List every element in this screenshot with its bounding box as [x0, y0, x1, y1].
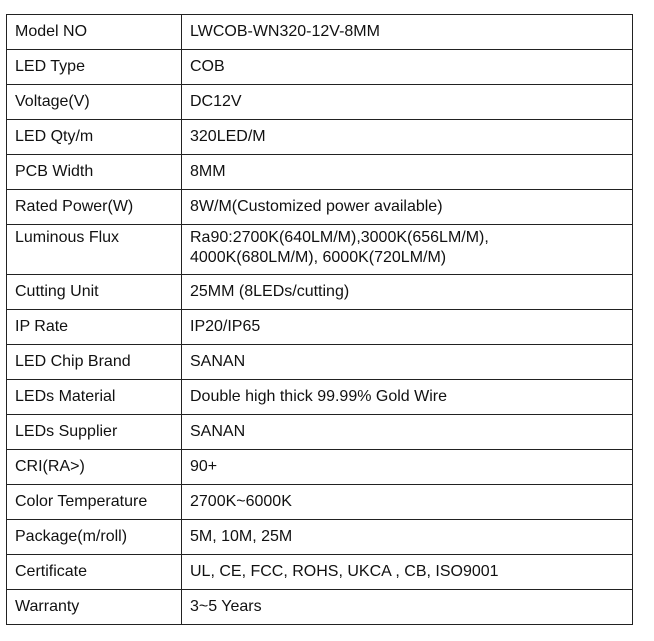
spec-label: Luminous Flux: [6, 224, 182, 275]
spec-table: Model NO LWCOB-WN320-12V-8MM LED Type COB Vo…: [6, 14, 633, 625]
spec-value: LWCOB-WN320-12V-8MM: [181, 14, 633, 50]
spec-value-line: 90+: [190, 458, 218, 475]
table-row: LED Chip Brand SANAN: [6, 344, 633, 380]
spec-value: SANAN: [181, 414, 633, 450]
spec-value-line: Double high thick 99.99% Gold Wire: [190, 388, 448, 405]
table-row: PCB Width 8MM: [6, 154, 633, 190]
spec-label: LED Chip Brand: [6, 344, 182, 380]
spec-value: Double high thick 99.99% Gold Wire: [181, 379, 633, 415]
spec-value: DC12V: [181, 84, 633, 120]
spec-value-line: Ra90:2700K(640LM/M),3000K(656LM/M),: [190, 229, 489, 246]
table-row: Rated Power(W) 8W/M(Customized power avai…: [6, 189, 633, 225]
spec-label: Cutting Unit: [6, 274, 182, 310]
spec-value-line: 8W/M(Customized power available): [190, 198, 443, 215]
spec-value-line: COB: [190, 58, 225, 75]
table-row: CRI(RA>) 90+: [6, 449, 633, 485]
spec-value-line: 2700K~6000K: [190, 493, 292, 510]
table-row: LED Type COB: [6, 49, 633, 85]
spec-value: Ra90:2700K(640LM/M),3000K(656LM/M), 4000K…: [181, 224, 633, 275]
spec-label: Rated Power(W): [6, 189, 182, 225]
spec-value-line: 320LED/M: [190, 128, 266, 145]
spec-label: LEDs Supplier: [6, 414, 182, 450]
table-row: LED Qty/m 320LED/M: [6, 119, 633, 155]
spec-value-line: SANAN: [190, 423, 246, 440]
spec-label: Model NO: [6, 14, 182, 50]
spec-label: LED Type: [6, 49, 182, 85]
spec-value-line: 3~5 Years: [190, 598, 262, 615]
spec-label: CRI(RA>): [6, 449, 182, 485]
spec-value: 90+: [181, 449, 633, 485]
table-row: Model NO LWCOB-WN320-12V-8MM: [6, 14, 633, 50]
spec-value: 8W/M(Customized power available): [181, 189, 633, 225]
spec-label: PCB Width: [6, 154, 182, 190]
table-row: LEDs Material Double high thick 99.99% Go…: [6, 379, 633, 415]
spec-label: LEDs Material: [6, 379, 182, 415]
spec-value-line: 4000K(680LM/M), 6000K(720LM/M): [190, 249, 447, 266]
spec-value-line: LWCOB-WN320-12V-8MM: [190, 23, 380, 40]
spec-value: IP20/IP65: [181, 309, 633, 345]
table-row: Luminous Flux Ra90:2700K(640LM/M),3000K(6…: [6, 224, 633, 275]
table-row: Cutting Unit 25MM (8LEDs/cutting): [6, 274, 633, 310]
spec-label: LED Qty/m: [6, 119, 182, 155]
spec-value-line: 5M, 10M, 25M: [190, 528, 293, 545]
spec-value: 320LED/M: [181, 119, 633, 155]
spec-value-line: 25MM (8LEDs/cutting): [190, 283, 350, 300]
table-row: Package(m/roll) 5M, 10M, 25M: [6, 519, 633, 555]
spec-value: UL, CE, FCC, ROHS, UKCA , CB, ISO9001: [181, 554, 633, 590]
spec-value-line: DC12V: [190, 93, 242, 110]
spec-value-line: 8MM: [190, 163, 226, 180]
table-row: LEDs Supplier SANAN: [6, 414, 633, 450]
table-row: Color Temperature 2700K~6000K: [6, 484, 633, 520]
spec-value-line: UL, CE, FCC, ROHS, UKCA , CB, ISO9001: [190, 563, 499, 580]
spec-label: Voltage(V): [6, 84, 182, 120]
spec-value: COB: [181, 49, 633, 85]
table-row: Voltage(V) DC12V: [6, 84, 633, 120]
spec-label: Color Temperature: [6, 484, 182, 520]
spec-label: Certificate: [6, 554, 182, 590]
table-row: IP Rate IP20/IP65: [6, 309, 633, 345]
spec-value: 2700K~6000K: [181, 484, 633, 520]
spec-label: Warranty: [6, 589, 182, 625]
spec-label: IP Rate: [6, 309, 182, 345]
spec-value-line: SANAN: [190, 353, 246, 370]
spec-value: 8MM: [181, 154, 633, 190]
table-row: Certificate UL, CE, FCC, ROHS, UKCA , CB,…: [6, 554, 633, 590]
table-row: Warranty 3~5 Years: [6, 589, 633, 625]
spec-value-line: IP20/IP65: [190, 318, 261, 335]
spec-value: SANAN: [181, 344, 633, 380]
spec-label: Package(m/roll): [6, 519, 182, 555]
spec-value: 25MM (8LEDs/cutting): [181, 274, 633, 310]
spec-value: 5M, 10M, 25M: [181, 519, 633, 555]
spec-value: 3~5 Years: [181, 589, 633, 625]
